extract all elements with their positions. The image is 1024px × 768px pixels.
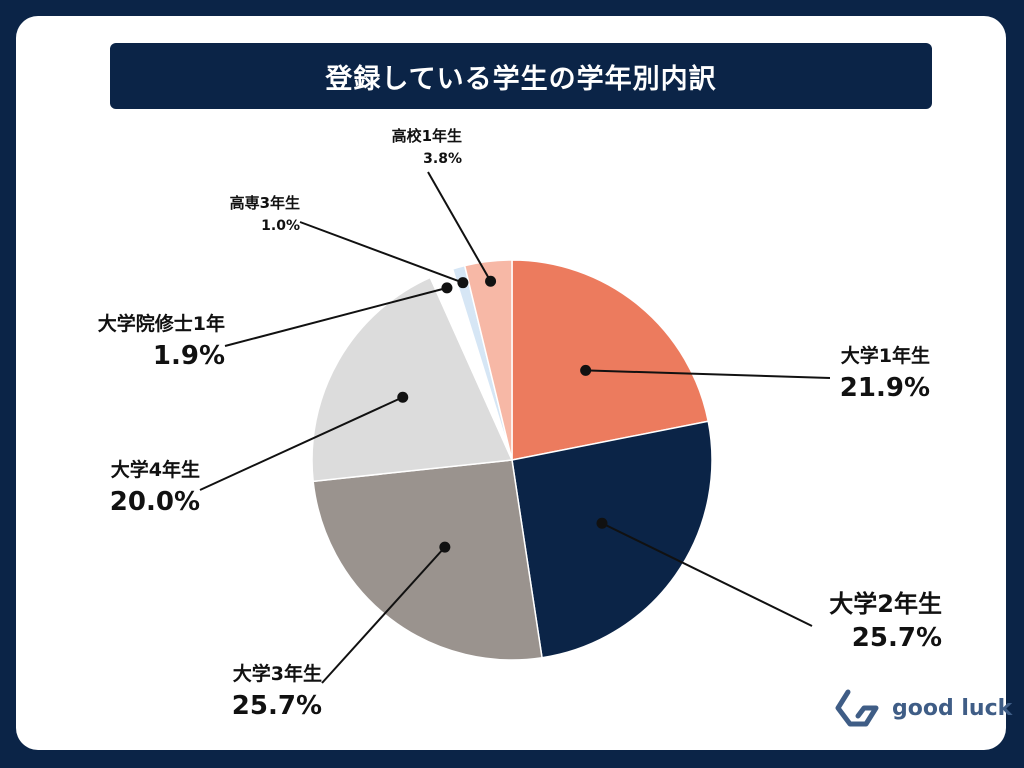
slice-label-7: 高校1年生 xyxy=(392,127,462,145)
logo: good luck xyxy=(834,688,1012,728)
pie-slice-1 xyxy=(511,259,710,461)
slice-value-6: 1.0% xyxy=(261,218,300,234)
good-luck-logo-icon xyxy=(835,689,879,727)
leader-line-2 xyxy=(601,522,813,627)
slice-label-1: 大学1年生 xyxy=(841,344,930,367)
slice-label-2: 大学2年生 xyxy=(829,590,942,618)
slice-value-2: 25.7% xyxy=(852,623,942,653)
leader-dot-5 xyxy=(441,282,453,294)
leader-line-1 xyxy=(585,369,831,379)
leader-dot-6 xyxy=(457,277,469,289)
leader-line-7 xyxy=(427,171,492,282)
leader-dot-7 xyxy=(485,275,497,287)
pie-slice-3 xyxy=(312,459,543,661)
title-bar: 登録している学生の学年別内訳 xyxy=(110,43,932,109)
chart-title: 登録している学生の学年別内訳 xyxy=(325,63,717,95)
leader-dot-1 xyxy=(580,364,592,376)
slice-label-5: 大学院修士1年 xyxy=(98,312,225,335)
slice-value-4: 20.0% xyxy=(110,487,200,517)
leader-line-4 xyxy=(199,396,404,491)
leader-dot-4 xyxy=(397,391,409,403)
slice-labels: 大学1年生 21.9% 大学2年生 25.7% 大学3年生 25.7% 大学4年生 20.0%… xyxy=(98,127,942,721)
slice-label-3: 大学3年生 xyxy=(233,662,322,685)
leader-line-3 xyxy=(321,546,446,684)
leader-dot-3 xyxy=(439,541,451,553)
leader-dot-2 xyxy=(596,517,608,529)
slice-value-5: 1.9% xyxy=(153,341,225,371)
slice-label-4: 大学4年生 xyxy=(111,458,200,481)
leader-lines xyxy=(199,171,831,684)
pie-slices xyxy=(311,259,713,661)
slice-value-3: 25.7% xyxy=(232,691,322,721)
slice-label-6: 高専3年生 xyxy=(230,194,300,212)
slice-value-7: 3.8% xyxy=(423,151,462,167)
pie-slice-4 xyxy=(311,276,514,483)
leader-line-6 xyxy=(299,221,464,284)
leader-line-5 xyxy=(224,286,448,347)
logo-text: good luck xyxy=(892,695,1013,721)
slice-value-1: 21.9% xyxy=(840,373,930,403)
pie-slice-7 xyxy=(463,259,513,461)
pie-slice-2 xyxy=(511,420,713,659)
